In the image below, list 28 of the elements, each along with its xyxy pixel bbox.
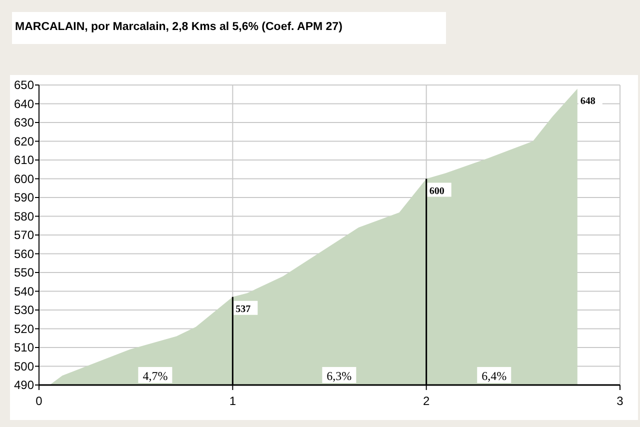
y-tick-label: 520 — [14, 322, 34, 336]
annotation: 4,7% — [142, 369, 168, 383]
y-tick-label: 500 — [14, 359, 34, 374]
x-tick-label: 0 — [36, 394, 43, 408]
y-tick-label: 600 — [14, 172, 34, 186]
y-tick-label: 540 — [14, 284, 34, 298]
chart-title: MARCALAIN, por Marcalain, 2,8 Kms al 5,6% (Coef. APM 27) — [15, 21, 343, 33]
annotation: 6,4% — [482, 369, 507, 383]
annotation: 648 — [580, 96, 596, 107]
y-tick-label: 650 — [14, 78, 34, 92]
y-tick-label: 580 — [14, 209, 34, 224]
y-tick-label: 550 — [14, 266, 34, 280]
y-tick-label: 620 — [14, 134, 34, 148]
y-tick-label: 570 — [14, 228, 34, 242]
y-tick-label: 530 — [14, 303, 34, 317]
annotation: 600 — [429, 186, 444, 197]
y-tick-label: 590 — [14, 190, 34, 204]
x-tick-label: 2 — [422, 394, 430, 408]
y-tick-label: 630 — [14, 116, 34, 130]
x-tick-label: 1 — [229, 394, 236, 408]
y-tick-label: 490 — [14, 378, 34, 392]
y-tick-label: 610 — [14, 153, 34, 167]
y-tick-label: 560 — [14, 246, 34, 261]
annotation: 537 — [236, 304, 251, 315]
y-tick-label: 640 — [14, 96, 34, 111]
y-tick-label: 510 — [14, 340, 34, 354]
annotation: 6,3% — [326, 369, 352, 383]
x-tick-label: 3 — [616, 394, 624, 408]
